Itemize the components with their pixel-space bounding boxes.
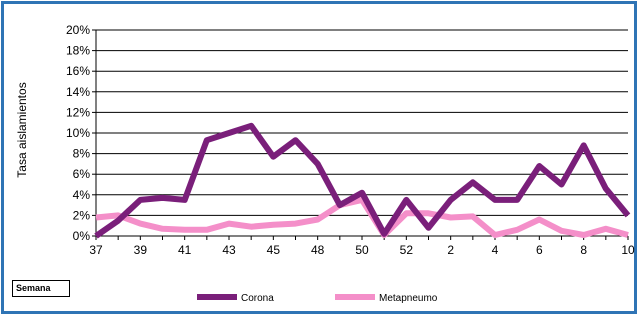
legend-label-metapneumo: Metapneumo — [379, 293, 438, 304]
x-axis: 37 39 41 43 45 48 50 52 2 4 6 8 10 — [89, 235, 635, 257]
x-tick-label: 37 — [89, 243, 103, 257]
legend: Corona Metapneumo — [197, 293, 438, 304]
line-chart: 0% 2% 4% 6% 8% 10% 12% 14% 16% 18% 20% 37 39 41 43 45 4… — [15, 23, 635, 304]
y-tick-label: 12% — [66, 105, 90, 119]
y-tick-label: 8% — [73, 147, 91, 161]
x-tick-label: 39 — [134, 243, 148, 257]
y-tick-label: 4% — [73, 188, 91, 202]
x-axis-label: Semana — [12, 280, 70, 297]
x-tick-label: 43 — [222, 243, 236, 257]
x-tick-label: 4 — [492, 243, 499, 257]
x-tick-label: 2 — [447, 243, 454, 257]
y-tick-label: 6% — [73, 167, 91, 181]
x-tick-label: 10 — [621, 243, 635, 257]
legend-label-corona: Corona — [241, 293, 274, 304]
y-tick-label: 2% — [73, 208, 91, 222]
y-axis-label: Tasa aislamientos — [15, 82, 29, 177]
x-tick-label: 8 — [580, 243, 587, 257]
y-tick-label: 10% — [66, 126, 90, 140]
y-axis: 0% 2% 4% 6% 8% 10% 12% 14% 16% 18% 20% — [66, 23, 97, 243]
x-tick-label: 41 — [178, 243, 192, 257]
x-tick-label: 48 — [311, 243, 325, 257]
series-line-corona — [94, 122, 631, 239]
y-tick-label: 14% — [66, 85, 90, 99]
y-tick-label: 20% — [66, 23, 90, 37]
x-tick-label: 52 — [400, 243, 414, 257]
y-tick-label: 18% — [66, 44, 90, 58]
y-tick-label: 16% — [66, 64, 90, 78]
x-tick-label: 50 — [355, 243, 369, 257]
y-tick-label: 0% — [73, 229, 91, 243]
series-layer — [94, 122, 631, 239]
series-line-metapneumo — [95, 196, 629, 238]
chart-frame: 0% 2% 4% 6% 8% 10% 12% 14% 16% 18% 20% 37 39 41 43 45 4… — [1, 1, 637, 314]
x-tick-label: 6 — [536, 243, 543, 257]
x-tick-label: 45 — [267, 243, 281, 257]
